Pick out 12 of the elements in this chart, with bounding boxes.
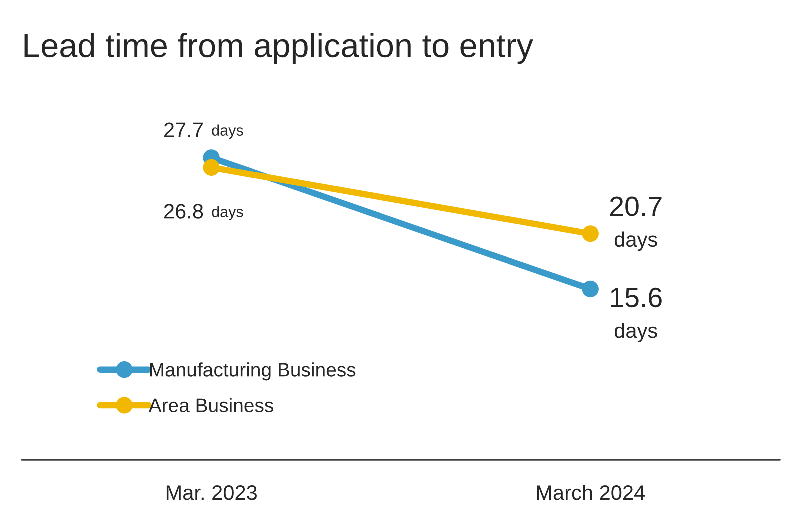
point: [203, 159, 220, 176]
chart-title: Lead time from application to entry: [24, 33, 534, 64]
point: [582, 226, 599, 242]
data-label: 20.7 days: [610, 196, 662, 252]
data-label: 26.8 days: [164, 204, 244, 220]
data-label: 27.7 days: [164, 122, 244, 139]
x-tick-label: Mar. 2023: [166, 486, 257, 500]
legend-label: Area Business: [148, 398, 274, 412]
legend-label: Manufacturing Business: [150, 362, 356, 381]
data-label: 15.6 days: [611, 288, 662, 342]
point: [582, 280, 599, 298]
x-tick-label: March 2024: [537, 484, 646, 500]
